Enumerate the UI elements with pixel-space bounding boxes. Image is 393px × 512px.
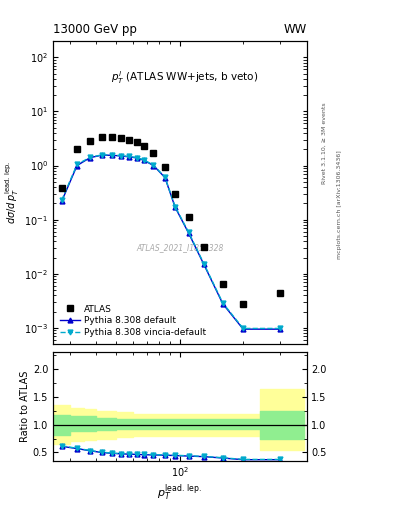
ATLAS [99, 134, 104, 140]
Pythia 8.308 vincia-default [241, 325, 246, 331]
Pythia 8.308 vincia-default [127, 154, 132, 160]
Pythia 8.308 vincia-default [109, 152, 114, 158]
Text: $p_T^l$ (ATLAS WW+jets, b veto): $p_T^l$ (ATLAS WW+jets, b veto) [111, 69, 259, 86]
Pythia 8.308 default [99, 152, 104, 158]
Y-axis label: Ratio to ATLAS: Ratio to ATLAS [20, 371, 30, 442]
ATLAS [186, 215, 191, 221]
Pythia 8.308 vincia-default [119, 153, 123, 159]
Pythia 8.308 vincia-default [202, 261, 206, 267]
Pythia 8.308 default [88, 155, 92, 161]
ATLAS [109, 134, 114, 140]
Pythia 8.308 vincia-default [173, 203, 178, 209]
ATLAS [127, 137, 132, 143]
Pythia 8.308 default [119, 153, 123, 159]
Text: Rivet 3.1.10, ≥ 3M events: Rivet 3.1.10, ≥ 3M events [322, 102, 327, 184]
Text: mcplots.cern.ch [arXiv:1306.3436]: mcplots.cern.ch [arXiv:1306.3436] [338, 151, 342, 259]
Pythia 8.308 default [75, 162, 79, 168]
Legend: ATLAS, Pythia 8.308 default, Pythia 8.308 vincia-default: ATLAS, Pythia 8.308 default, Pythia 8.30… [57, 302, 209, 340]
Pythia 8.308 vincia-default [163, 174, 167, 180]
ATLAS [202, 244, 206, 250]
Pythia 8.308 vincia-default [88, 154, 92, 160]
Pythia 8.308 vincia-default [134, 155, 139, 161]
Pythia 8.308 default [241, 326, 246, 332]
ATLAS [151, 150, 156, 156]
Line: Pythia 8.308 default: Pythia 8.308 default [59, 153, 283, 332]
ATLAS [163, 164, 167, 170]
Pythia 8.308 default [186, 230, 191, 236]
Pythia 8.308 vincia-default [59, 197, 64, 203]
Pythia 8.308 vincia-default [75, 161, 79, 167]
X-axis label: $p_T^{\rm lead.\,lep.}$: $p_T^{\rm lead.\,lep.}$ [157, 482, 202, 503]
Pythia 8.308 vincia-default [186, 229, 191, 235]
Pythia 8.308 default [173, 204, 178, 210]
ATLAS [88, 137, 92, 143]
Pythia 8.308 default [127, 154, 132, 160]
Pythia 8.308 default [141, 157, 146, 163]
ATLAS [119, 135, 123, 141]
Line: ATLAS: ATLAS [59, 134, 283, 307]
Y-axis label: $d\sigma/d\,p_T^{\rm lead.\,lep.}$: $d\sigma/d\,p_T^{\rm lead.\,lep.}$ [4, 161, 22, 224]
Text: 13000 GeV pp: 13000 GeV pp [53, 23, 137, 36]
ATLAS [75, 146, 79, 152]
Pythia 8.308 default [109, 152, 114, 158]
ATLAS [141, 143, 146, 149]
ATLAS [278, 289, 283, 295]
Text: ATLAS_2021_I1852328: ATLAS_2021_I1852328 [136, 243, 224, 252]
Pythia 8.308 default [134, 155, 139, 161]
Pythia 8.308 vincia-default [220, 300, 225, 306]
Line: Pythia 8.308 vincia-default: Pythia 8.308 vincia-default [59, 153, 283, 331]
Text: WW: WW [283, 23, 307, 36]
Pythia 8.308 default [220, 301, 225, 307]
Pythia 8.308 default [163, 175, 167, 181]
Pythia 8.308 default [202, 261, 206, 267]
ATLAS [59, 185, 64, 191]
ATLAS [173, 191, 178, 197]
Pythia 8.308 vincia-default [99, 152, 104, 158]
Pythia 8.308 default [278, 326, 283, 332]
ATLAS [134, 139, 139, 145]
Pythia 8.308 vincia-default [151, 162, 156, 168]
Pythia 8.308 default [59, 198, 64, 204]
Pythia 8.308 vincia-default [141, 157, 146, 163]
ATLAS [241, 301, 246, 307]
Pythia 8.308 default [151, 162, 156, 168]
Pythia 8.308 vincia-default [278, 325, 283, 331]
ATLAS [220, 281, 225, 287]
